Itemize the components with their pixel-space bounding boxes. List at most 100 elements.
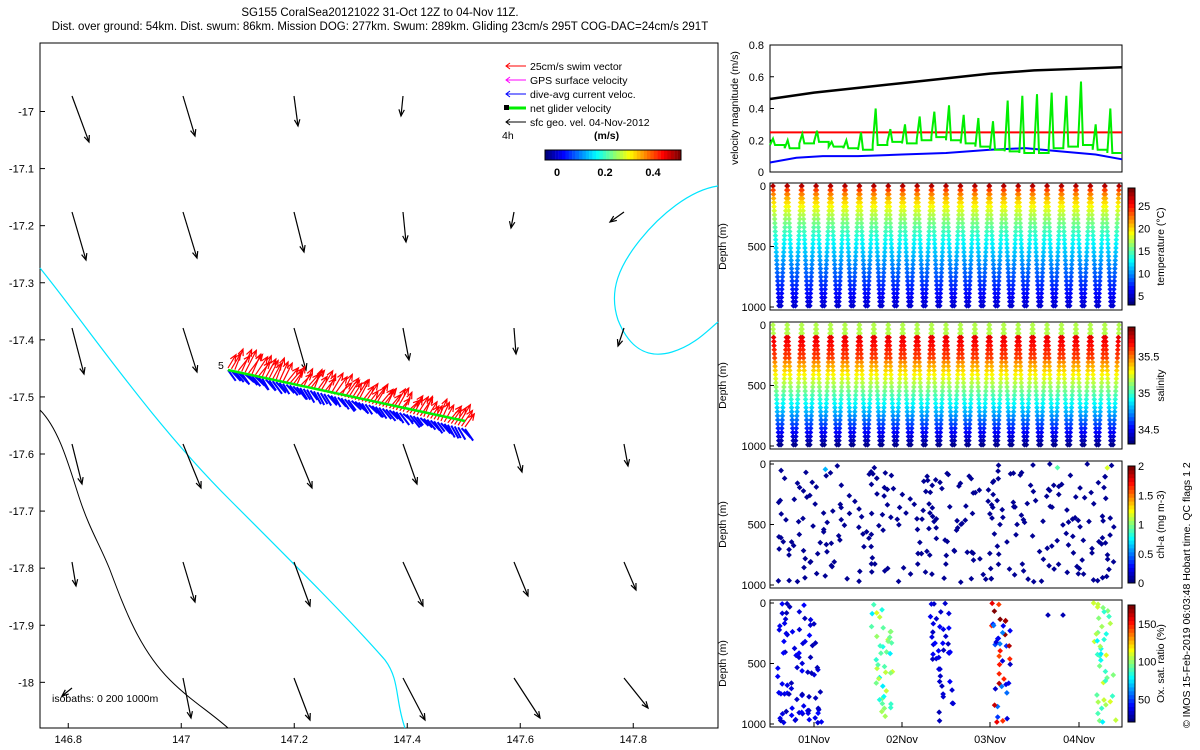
- data-point: [996, 670, 1003, 677]
- chla-colorbar-cell: [1128, 559, 1135, 564]
- data-point: [772, 232, 779, 239]
- data-point: [1090, 245, 1097, 251]
- temperature-colorbar-label: temperature (°C): [1155, 207, 1167, 285]
- data-point: [882, 241, 888, 247]
- data-point: [940, 371, 947, 378]
- data-point: [1097, 265, 1104, 272]
- data-point: [889, 396, 896, 403]
- data-point: [1098, 657, 1104, 664]
- data-point: [876, 290, 883, 297]
- data-point: [1017, 216, 1023, 222]
- chla-colorbar-tick: 1.5: [1138, 490, 1153, 502]
- data-point: [772, 220, 778, 227]
- data-point: [917, 245, 924, 251]
- temperature-colorbar-frame: [1127, 187, 1136, 306]
- data-point: [860, 531, 866, 537]
- data-point: [975, 249, 982, 255]
- data-point: [810, 363, 817, 370]
- data-point: [1106, 269, 1113, 276]
- data-point: [820, 529, 827, 535]
- data-point: [1027, 224, 1034, 231]
- data-point: [1045, 203, 1052, 210]
- data-point: [1100, 207, 1107, 214]
- data-point: [1004, 539, 1010, 545]
- data-point: [1055, 236, 1062, 243]
- data-point: [784, 682, 791, 689]
- data-point: [923, 425, 930, 432]
- data-point: [1018, 384, 1025, 390]
- sfc-vector-shaft: [513, 443, 523, 473]
- data-point: [1071, 220, 1077, 227]
- data-point: [866, 408, 873, 415]
- data-point: [989, 504, 996, 511]
- sfc-vector-shaft: [61, 687, 73, 697]
- data-point: [847, 282, 853, 288]
- data-point: [1041, 241, 1047, 247]
- data-point: [980, 433, 987, 440]
- data-point: [1103, 351, 1110, 357]
- data-point: [808, 413, 815, 419]
- data-point: [871, 334, 878, 341]
- data-point: [836, 298, 842, 305]
- oxygen-colorbar-cell: [1128, 659, 1135, 664]
- data-point: [932, 257, 939, 264]
- data-point: [829, 224, 836, 231]
- data-point: [960, 241, 967, 247]
- swim-vector-head: [306, 367, 314, 376]
- data-point: [967, 265, 974, 272]
- data-point: [955, 212, 962, 218]
- data-point: [917, 232, 923, 239]
- data-point: [1010, 499, 1017, 506]
- data-point: [1040, 249, 1047, 255]
- data-point: [887, 670, 894, 676]
- data-point: [1033, 396, 1040, 403]
- data-point: [789, 421, 796, 427]
- dac-vector: [416, 416, 424, 426]
- data-point: [1002, 207, 1009, 214]
- data-point: [996, 265, 1003, 272]
- data-point: [810, 367, 817, 374]
- data-point: [796, 531, 803, 538]
- data-point: [845, 236, 851, 243]
- data-point: [840, 346, 847, 353]
- chla-ylabel: Depth (m): [717, 501, 729, 548]
- data-point: [842, 334, 849, 341]
- chla-colorbar-cell: [1128, 547, 1135, 553]
- data-point: [923, 278, 930, 284]
- data-point: [1088, 342, 1095, 349]
- data-point: [824, 375, 831, 382]
- data-point: [989, 245, 996, 251]
- data-point: [946, 610, 952, 617]
- data-point: [994, 298, 1001, 305]
- data-point: [879, 511, 886, 518]
- data-point: [982, 392, 989, 399]
- data-point: [822, 421, 829, 427]
- data-point: [1090, 228, 1096, 235]
- data-point: [953, 257, 960, 264]
- data-point: [1106, 417, 1113, 423]
- data-point: [787, 388, 794, 394]
- data-point: [792, 437, 799, 444]
- data-point: [960, 228, 966, 235]
- data-point: [922, 433, 929, 440]
- data-point: [808, 421, 814, 427]
- data-point: [804, 425, 810, 432]
- data-point: [965, 302, 972, 309]
- data-point: [1092, 413, 1098, 419]
- swim-vector-head: [389, 387, 398, 396]
- data-point: [952, 290, 958, 297]
- data-point: [1112, 253, 1119, 260]
- swim-vector-shaft: [285, 367, 299, 383]
- data-point: [998, 224, 1005, 231]
- data-point: [922, 437, 929, 444]
- data-point: [1107, 532, 1113, 538]
- swim-vector-shaft: [272, 363, 282, 380]
- sfc-vector-head: [186, 711, 193, 720]
- swim-vector-shaft: [464, 413, 475, 428]
- data-point: [929, 195, 936, 202]
- data-point: [795, 388, 801, 394]
- oxygen-colorbar-cell: [1128, 690, 1135, 696]
- data-point: [867, 253, 873, 260]
- data-point: [880, 417, 887, 423]
- data-point: [966, 294, 972, 301]
